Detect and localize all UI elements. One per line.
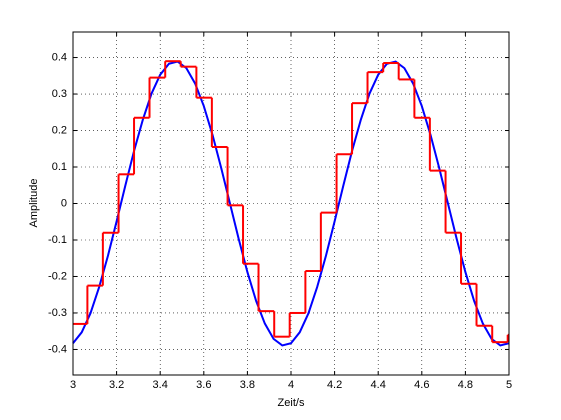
x-axis-label: Zeit/s <box>278 397 305 409</box>
x-tick-label: 3 <box>70 379 76 391</box>
x-tick-label: 3.2 <box>109 379 124 391</box>
x-tick-label: 4 <box>288 379 294 391</box>
x-tick-label: 4.8 <box>458 379 473 391</box>
y-tick-label: 0.4 <box>52 51 67 63</box>
x-tick-label: 3.8 <box>240 379 255 391</box>
x-tick-label: 3.4 <box>153 379 168 391</box>
y-axis-label: Amplitude <box>28 179 40 228</box>
y-tick-label: -0.1 <box>48 234 67 246</box>
x-tick-label: 4.6 <box>414 379 429 391</box>
x-tick-label: 4.4 <box>371 379 386 391</box>
y-tick-label: -0.2 <box>48 270 67 282</box>
y-tick-label: 0 <box>61 197 67 209</box>
data-line <box>72 60 510 347</box>
y-tick-label: -0.3 <box>48 307 67 319</box>
y-tick-label: 0.3 <box>52 88 67 100</box>
x-tick-label: 5 <box>506 379 512 391</box>
x-tick-label: 3.6 <box>196 379 211 391</box>
axes-box <box>72 31 510 376</box>
y-tick-label: 0.2 <box>52 124 67 136</box>
y-tick-label: -0.4 <box>48 343 67 355</box>
plot-area <box>73 32 509 375</box>
y-tick-label: 0.1 <box>52 161 67 173</box>
x-tick-label: 4.2 <box>327 379 342 391</box>
